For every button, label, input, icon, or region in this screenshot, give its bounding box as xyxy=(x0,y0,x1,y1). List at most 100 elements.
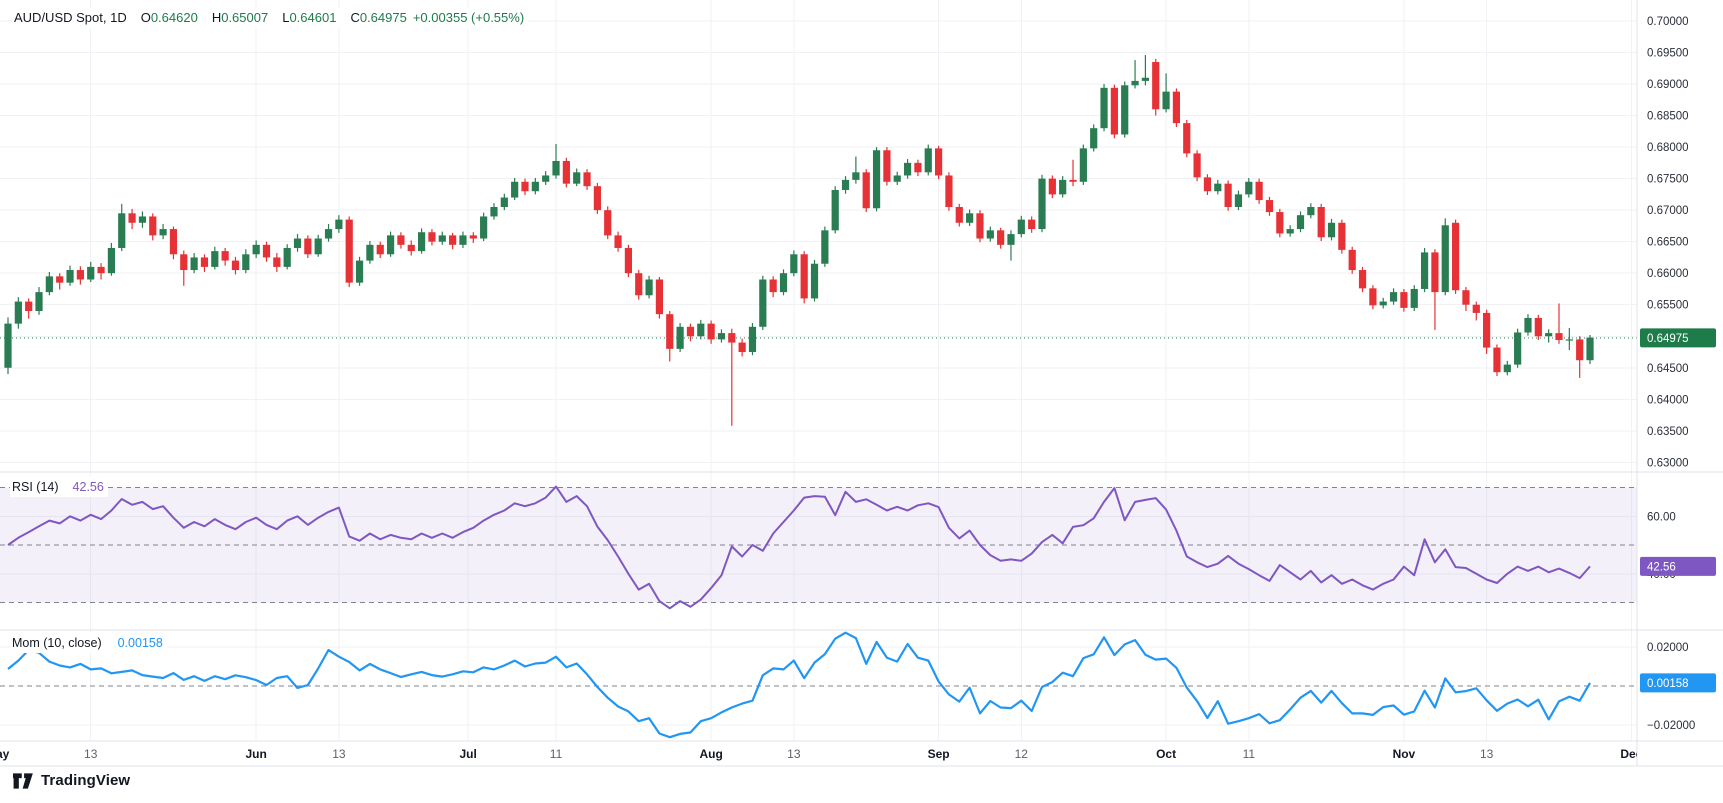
candle-body xyxy=(231,260,240,271)
candle-body xyxy=(345,219,353,283)
rsi-line xyxy=(7,485,1591,610)
candle-body xyxy=(759,279,767,327)
candle-body xyxy=(35,292,43,312)
close-label: C xyxy=(350,10,360,25)
candle-body xyxy=(655,279,664,315)
candle-body xyxy=(686,326,695,337)
candle-body xyxy=(1545,333,1553,337)
candle-body xyxy=(1400,292,1408,308)
price-axis-label: 0.66000 xyxy=(1647,268,1689,280)
candle-body xyxy=(97,266,105,274)
candle-body xyxy=(1162,91,1170,110)
candle-body xyxy=(1255,181,1263,201)
candle-body xyxy=(1431,252,1439,293)
candle-body xyxy=(56,276,64,283)
candle-body xyxy=(138,216,147,223)
candle-body xyxy=(614,235,622,248)
candle-body xyxy=(831,189,839,231)
candle-body xyxy=(1224,183,1232,207)
candle-body xyxy=(821,230,829,264)
candle-body xyxy=(1514,332,1522,365)
candle-body xyxy=(531,181,539,192)
candle-body xyxy=(1410,288,1418,308)
time-axis-label: Sep xyxy=(928,747,950,761)
candle-body xyxy=(1348,249,1356,271)
candle-body xyxy=(1379,301,1387,306)
time-axis-scale[interactable] xyxy=(0,741,1637,766)
symbol-legend[interactable]: AUD/USD Spot, 1D O0.64620 H0.65007 L0.64… xyxy=(12,8,529,28)
candle-body xyxy=(903,162,912,176)
mom-axis-label: 0.02000 xyxy=(1647,642,1689,654)
candle-body xyxy=(1028,219,1036,230)
mom-legend[interactable]: Mom (10, close) 0.00158 xyxy=(10,633,167,653)
rsi-label: RSI (14) xyxy=(12,480,59,494)
last-price-badge-bg xyxy=(1640,328,1716,348)
price-axis-scale[interactable] xyxy=(1637,0,1723,741)
candle-body xyxy=(1183,123,1191,154)
candle-body xyxy=(542,175,550,182)
time-axis-label: 13 xyxy=(787,747,801,761)
candle-body xyxy=(45,276,53,293)
rsi-value: 42.56 xyxy=(72,480,104,494)
candle-body xyxy=(955,206,963,223)
price-axis-label: 0.68500 xyxy=(1647,111,1689,123)
candle-body xyxy=(87,266,95,280)
candle-body xyxy=(583,172,591,187)
candle-body xyxy=(418,232,426,252)
candle-body xyxy=(1203,177,1212,192)
candle-body xyxy=(1338,222,1346,250)
candle-body xyxy=(1265,200,1274,213)
candle-body xyxy=(728,333,736,343)
candle-body xyxy=(1503,364,1511,373)
candle-body xyxy=(1307,206,1315,216)
candle-body xyxy=(852,172,860,180)
change-value: +0.00355 (+0.55%) xyxy=(412,10,525,25)
symbol-title: AUD/USD Spot, 1D xyxy=(14,10,127,25)
candle-body xyxy=(935,148,943,176)
candle-body xyxy=(1121,85,1129,135)
time-axis-label: Jun xyxy=(245,747,266,761)
candle-body xyxy=(966,213,974,223)
price-axis-label: 0.63500 xyxy=(1647,426,1689,438)
time-axis-label: Aug xyxy=(699,747,722,761)
candle-body xyxy=(324,229,333,239)
tradingview-logo-icon xyxy=(13,772,33,789)
candle-body xyxy=(1317,206,1325,238)
price-axis-label: 0.69000 xyxy=(1647,79,1689,91)
time-axis-label: 12 xyxy=(1015,747,1029,761)
candle-body xyxy=(1462,290,1470,305)
candle-body xyxy=(769,279,777,293)
tradingview-logo-text: TradingView xyxy=(41,772,131,789)
mom-line xyxy=(7,631,1591,739)
candle-body xyxy=(976,213,984,239)
rsi-legend[interactable]: RSI (14) 42.56 xyxy=(10,477,108,497)
open-value: 0.64620 xyxy=(150,10,198,25)
candle-body xyxy=(221,251,229,261)
tradingview-logo[interactable]: TradingView xyxy=(13,772,130,789)
candle-body xyxy=(893,175,901,182)
candle-body xyxy=(883,150,891,182)
candle-body xyxy=(1245,181,1253,195)
candle-body xyxy=(945,175,953,207)
candle-body xyxy=(376,244,384,255)
candle-body xyxy=(1090,128,1098,149)
candle-body xyxy=(4,323,12,368)
time-axis-label: 13 xyxy=(84,747,98,761)
candle-body xyxy=(573,172,581,184)
candle-body xyxy=(1565,339,1573,341)
price-axis-label: 0.70000 xyxy=(1647,16,1689,28)
low-label: L xyxy=(282,10,290,25)
candle-body xyxy=(635,273,643,296)
candle-body xyxy=(366,244,374,261)
candle-body xyxy=(66,270,74,283)
candle-body xyxy=(924,148,932,173)
candle-body xyxy=(428,232,436,242)
rsi-axis-label: 60.00 xyxy=(1647,511,1676,523)
candle-body xyxy=(697,323,705,337)
candle-body xyxy=(511,181,519,198)
candle-body xyxy=(914,162,922,173)
chart-plot-area[interactable] xyxy=(0,0,1637,741)
candle-body xyxy=(397,235,405,245)
candle-body xyxy=(862,172,870,209)
